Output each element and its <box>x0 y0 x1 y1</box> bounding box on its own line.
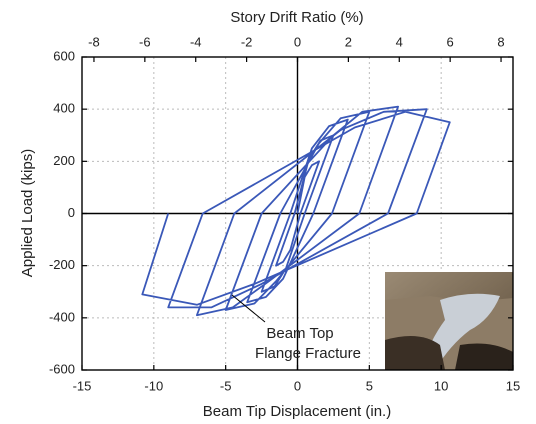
x-tick-label: 15 <box>506 378 520 393</box>
x2-tick-label: 4 <box>396 34 403 49</box>
x-tick-label: 0 <box>294 378 301 393</box>
x-tick-label: -15 <box>73 378 92 393</box>
y-tick-label: 200 <box>53 153 75 168</box>
chart: Story Drift Ratio (%) Beam Tip Displacem… <box>0 0 536 424</box>
y-tick-label: 0 <box>68 205 75 220</box>
x-tick-label: 10 <box>434 378 448 393</box>
x2-tick-label: -2 <box>241 34 253 49</box>
annotation: Beam Top <box>266 325 333 342</box>
y-axis-label: Applied Load (kips) <box>19 149 36 277</box>
y-tick-label: -400 <box>49 309 75 324</box>
photo-inset <box>385 272 513 370</box>
x2-tick-label: 6 <box>447 34 454 49</box>
x-axis-label: Beam Tip Displacement (in.) <box>203 403 391 420</box>
x2-tick-label: 8 <box>497 34 504 49</box>
y-tick-label: -200 <box>49 257 75 272</box>
x-tick-label: -10 <box>144 378 163 393</box>
y-tick-label: -600 <box>49 361 75 376</box>
x2-tick-label: -6 <box>139 34 151 49</box>
x2-tick-label: 2 <box>345 34 352 49</box>
y-tick-label: 600 <box>53 48 75 63</box>
annotation: Flange Fracture <box>255 345 361 362</box>
x-tick-label: -5 <box>220 378 232 393</box>
x2-tick-label: 0 <box>294 34 301 49</box>
y-tick-label: 400 <box>53 101 75 116</box>
x-tick-label: 5 <box>366 378 373 393</box>
chart-title: Story Drift Ratio (%) <box>230 9 363 26</box>
x2-tick-label: -4 <box>190 34 202 49</box>
x2-tick-label: -8 <box>88 34 100 49</box>
